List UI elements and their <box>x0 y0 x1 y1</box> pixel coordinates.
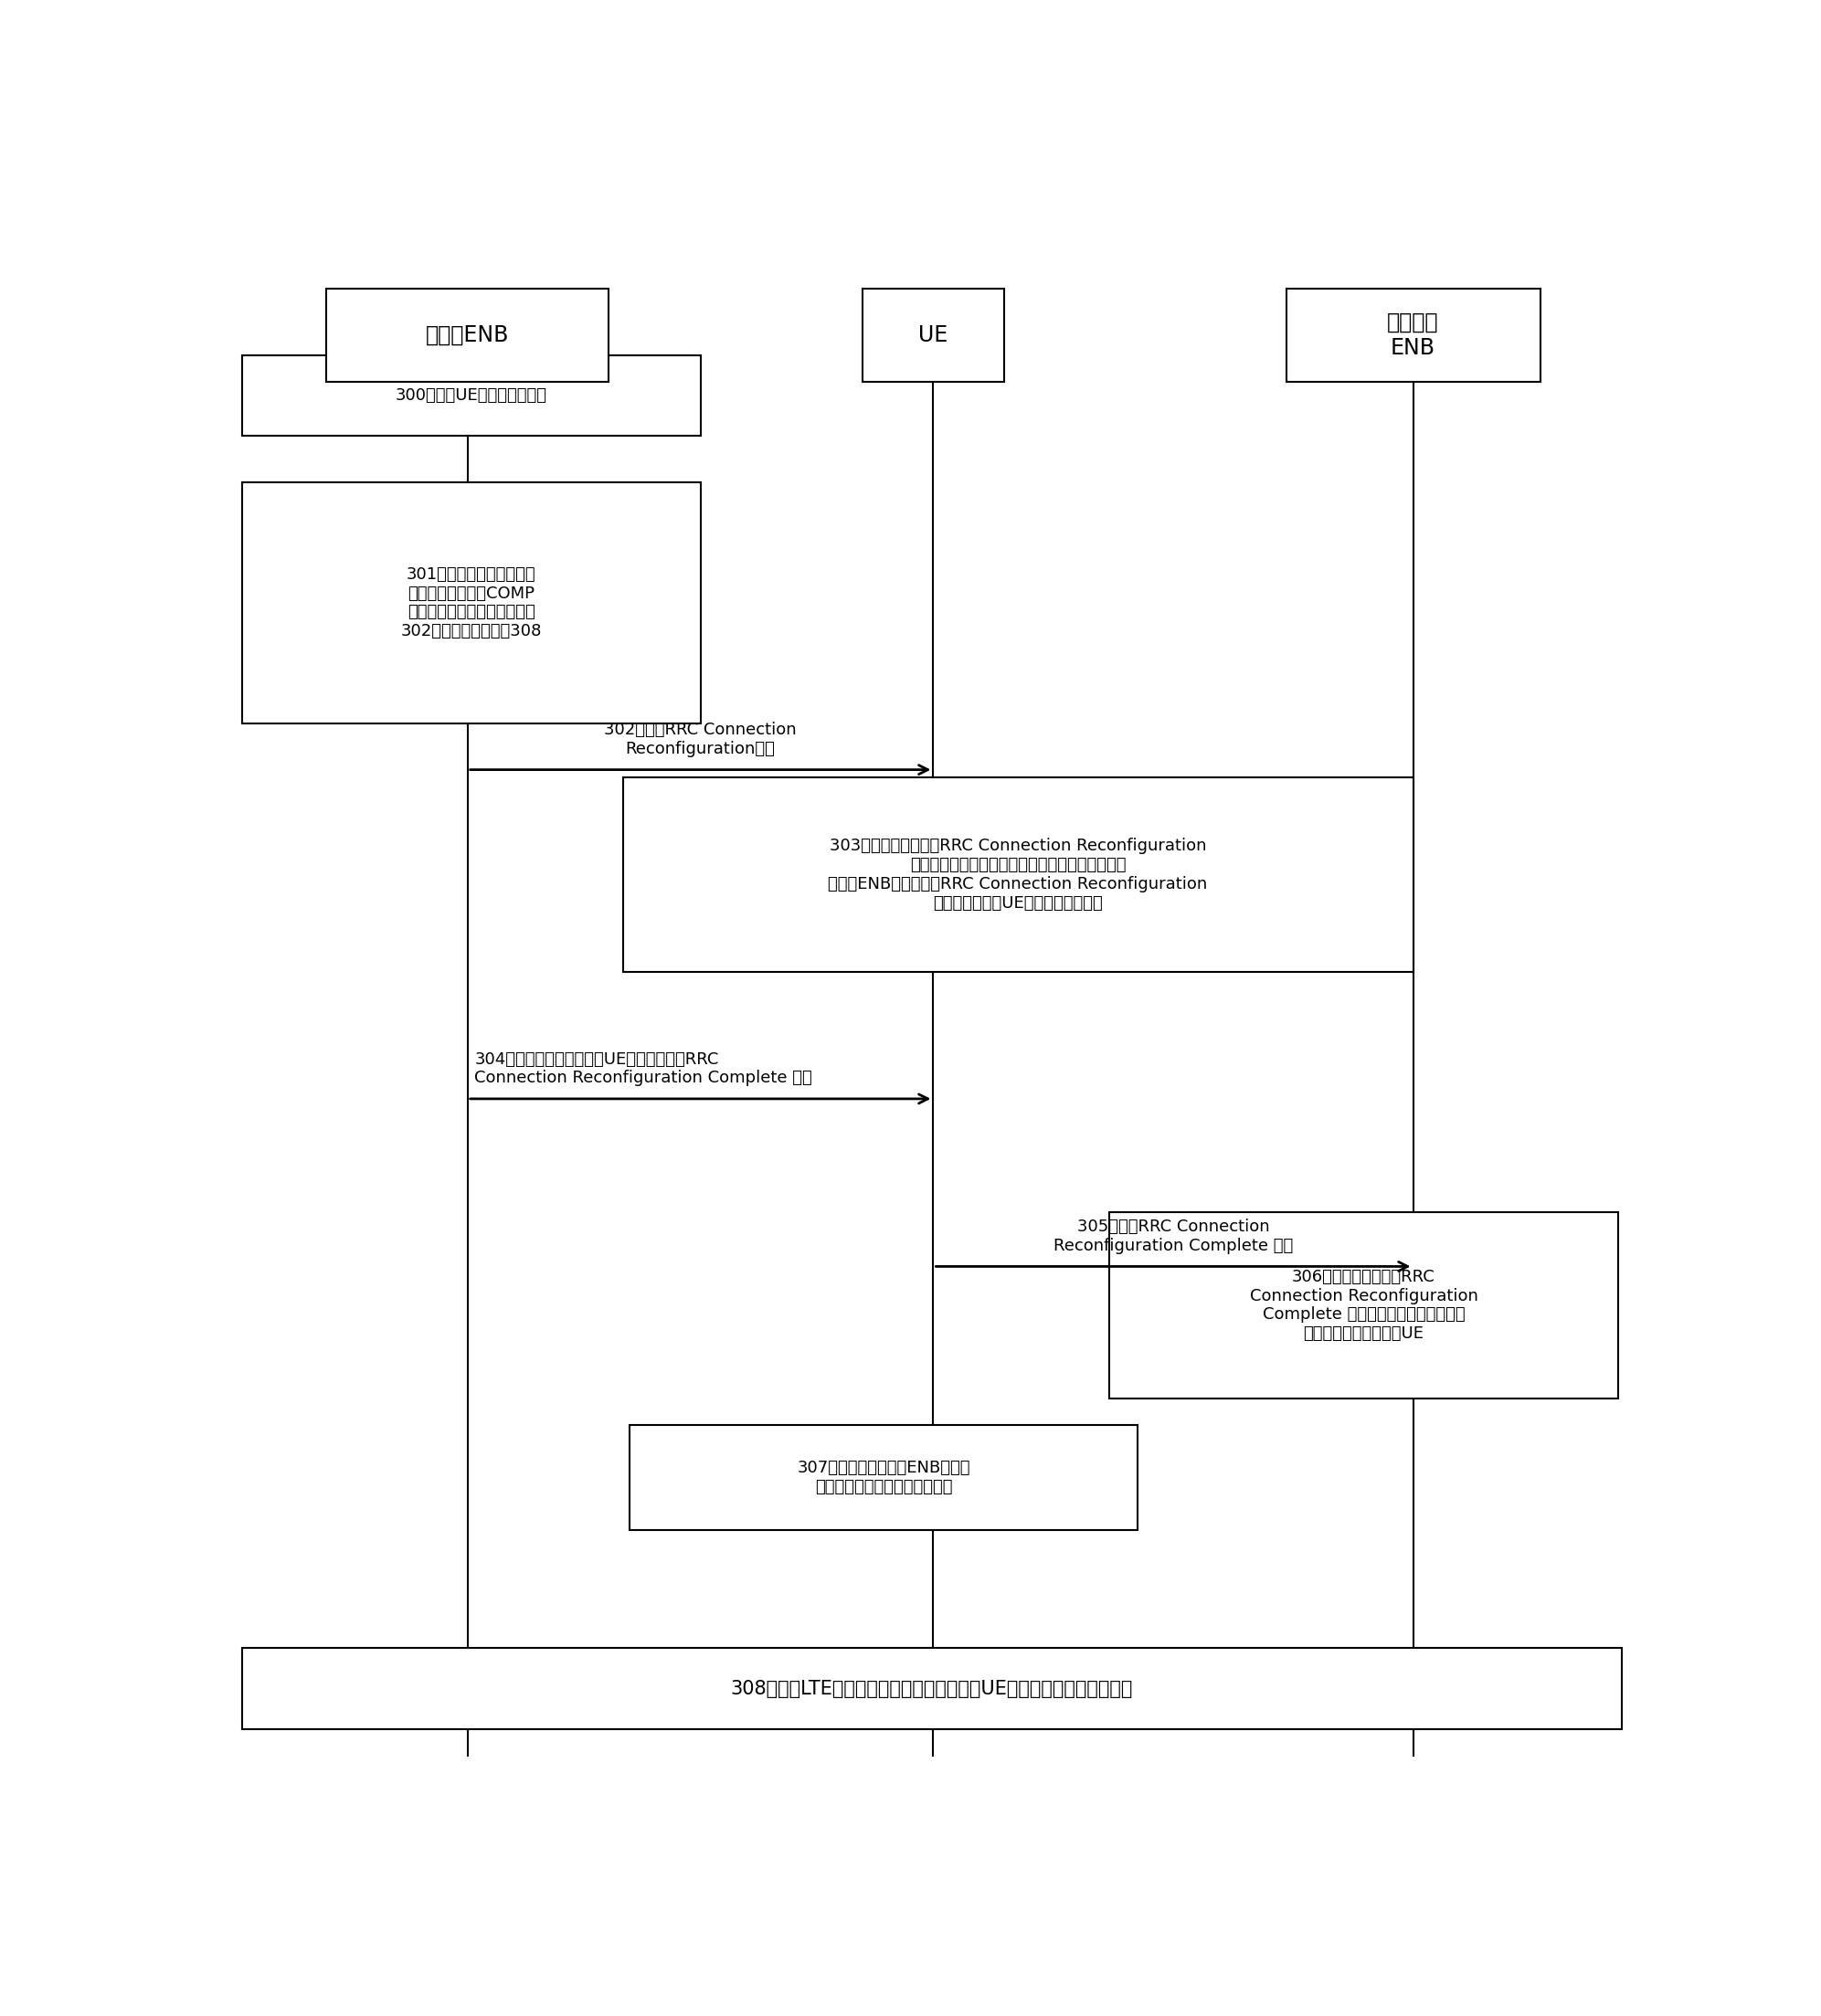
Text: 源小区ENB: 源小区ENB <box>426 325 510 347</box>
Bar <box>863 288 1003 381</box>
Bar <box>242 355 701 435</box>
Text: 目标小区
ENB: 目标小区 ENB <box>1388 310 1439 359</box>
Bar <box>326 288 608 381</box>
Bar <box>623 778 1413 972</box>
Bar <box>242 482 701 724</box>
Bar <box>1286 288 1541 381</box>
Text: UE: UE <box>918 325 949 347</box>
Text: 303、在本地产生表示RRC Connection Reconfiguration
消息接收成功的确认消息，并将该确认消息发送给
源小区ENB，以及根据RRC : 303、在本地产生表示RRC Connection Reconfiguratio… <box>829 839 1207 911</box>
Text: 301、判断目标小区是否与
源小区归属于同一COMP
调度集合，若是，则进行步骤
302；否则，抗行步骤308: 301、判断目标小区是否与 源小区归属于同一COMP 调度集合，若是，则进行步骤… <box>401 566 541 639</box>
Text: 305、发送RRC Connection
Reconfiguration Complete 消息: 305、发送RRC Connection Reconfiguration Com… <box>1053 1218 1293 1254</box>
Text: 302、发送RRC Connection
Reconfiguration消息: 302、发送RRC Connection Reconfiguration消息 <box>605 722 796 758</box>
Text: 308、参照LTE系统下切换流程的执行模式将UE由源小区切换至目标小区: 308、参照LTE系统下切换流程的执行模式将UE由源小区切换至目标小区 <box>730 1679 1133 1697</box>
Text: 300、确定UE移动至目标小区: 300、确定UE移动至目标小区 <box>395 387 546 403</box>
Text: 307、接收到目标小区ENB发送的
确认消息后，确定切换流程完成: 307、接收到目标小区ENB发送的 确认消息后，确定切换流程完成 <box>798 1460 971 1496</box>
Text: 306、在本地产生表示RRC
Connection Reconfiguration
Complete 消息接收成功的确认消息，
并将该确认消息发送至UE: 306、在本地产生表示RRC Connection Reconfiguratio… <box>1249 1268 1479 1343</box>
Bar <box>1109 1212 1617 1399</box>
Text: 304、通过调度命令，通知UE向网络侧发送RRC
Connection Reconfiguration Complete 消息: 304、通过调度命令，通知UE向网络侧发送RRC Connection Reco… <box>475 1050 812 1087</box>
Bar <box>630 1425 1138 1530</box>
Bar <box>242 1649 1623 1730</box>
